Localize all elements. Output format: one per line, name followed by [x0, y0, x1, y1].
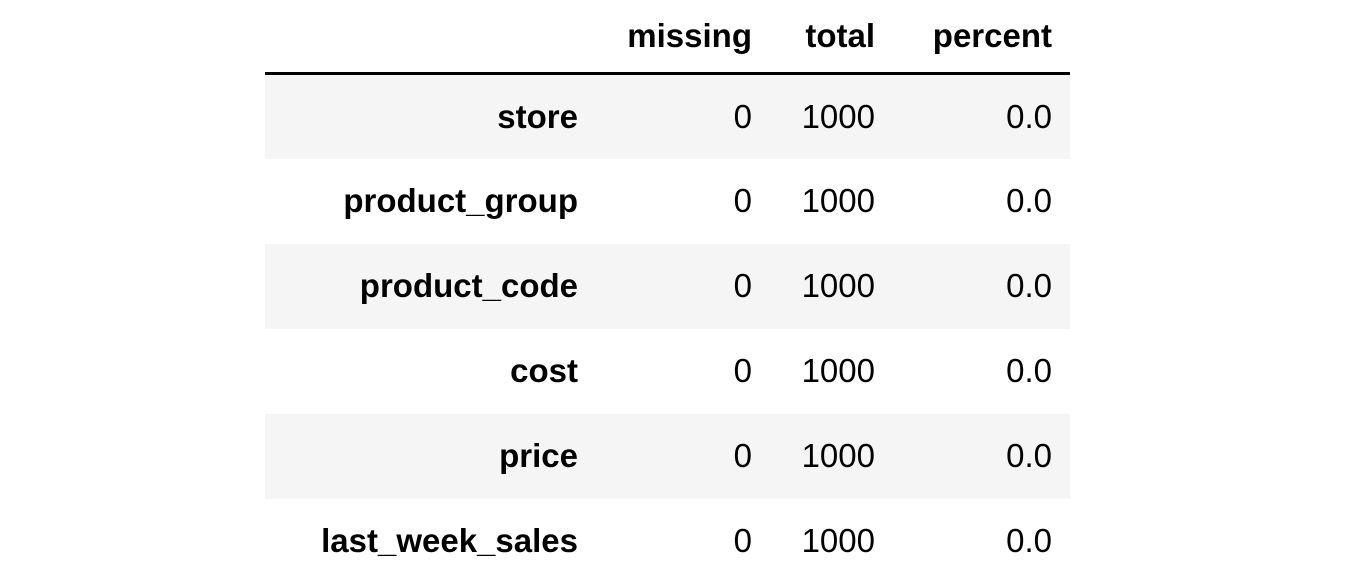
table-row: store 0 1000 0.0 — [265, 73, 1070, 159]
table-row: product_code 0 1000 0.0 — [265, 243, 1070, 329]
column-header-missing: missing — [596, 0, 770, 75]
cell-total: 1000 — [801, 97, 875, 135]
column-header-total: total — [770, 0, 893, 75]
table-row: cost 0 1000 0.0 — [265, 329, 1070, 414]
cell-percent: 0.0 — [1006, 437, 1052, 474]
cell-total: 1000 — [801, 267, 875, 304]
cell-percent: 0.0 — [1006, 352, 1052, 389]
row-label: price — [499, 437, 578, 474]
cell-missing: 0 — [733, 437, 752, 474]
row-label: cost — [510, 352, 578, 389]
cell-total: 1000 — [801, 437, 875, 474]
table-row: last_week_sales 0 1000 0.0 — [265, 499, 1070, 584]
row-label: product_code — [359, 267, 578, 304]
table-row: price 0 1000 0.0 — [265, 413, 1070, 499]
row-label: product_group — [343, 182, 578, 219]
table-row: product_group 0 1000 0.0 — [265, 159, 1070, 244]
header-row: missing total percent — [265, 0, 1070, 75]
cell-percent: 0.0 — [1006, 522, 1052, 559]
cell-missing: 0 — [733, 267, 752, 304]
row-label: last_week_sales — [321, 522, 578, 559]
cell-percent: 0.0 — [1006, 267, 1052, 304]
cell-missing: 0 — [733, 182, 752, 219]
cell-missing: 0 — [733, 522, 752, 559]
cell-missing: 0 — [733, 352, 752, 389]
cell-total: 1000 — [801, 352, 875, 389]
cell-percent: 0.0 — [1006, 182, 1052, 219]
index-header — [265, 0, 596, 75]
column-header-percent: percent — [893, 0, 1070, 75]
row-label: store — [497, 97, 578, 135]
dataframe-table: missing total percent store 0 1000 0.0 produ… — [265, 0, 1070, 584]
cell-total: 1000 — [801, 182, 875, 219]
cell-missing: 0 — [733, 97, 752, 135]
cell-percent: 0.0 — [1006, 97, 1052, 135]
cell-total: 1000 — [801, 522, 875, 559]
